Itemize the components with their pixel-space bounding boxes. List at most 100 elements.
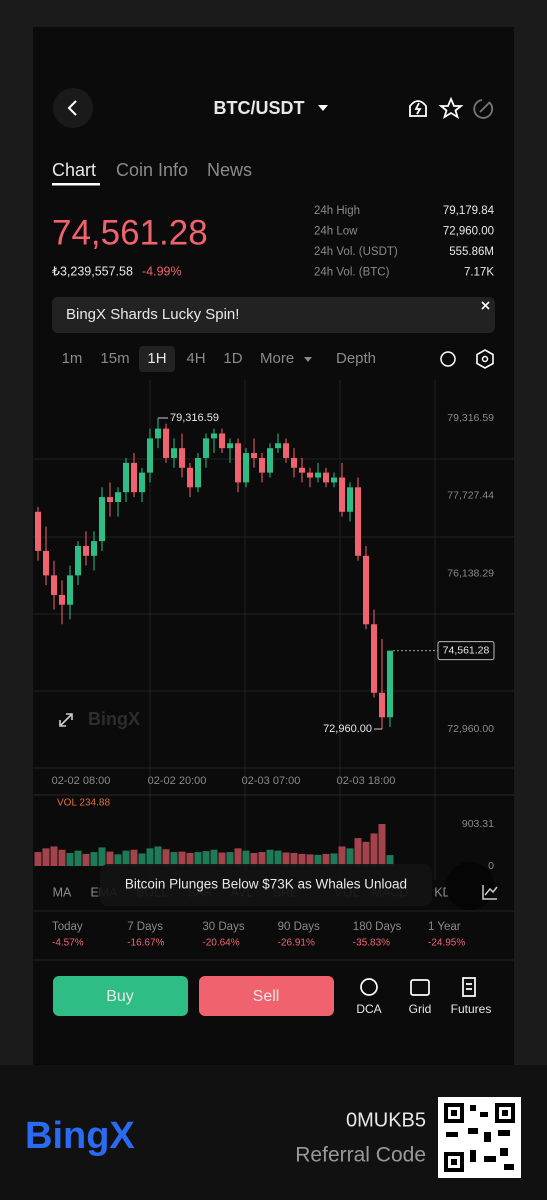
volume-bar xyxy=(42,848,50,866)
favorite-icon[interactable] xyxy=(438,96,464,120)
volume-bar xyxy=(322,853,330,866)
stat-label: 24h Low xyxy=(314,226,358,238)
stat-label: 24h Vol. (USDT) xyxy=(314,246,398,258)
candle-body xyxy=(35,511,41,551)
banner-text[interactable]: BingX Shards Lucky Spin! xyxy=(66,306,239,323)
last-price: 74,561.28 xyxy=(52,213,208,252)
toast-text[interactable]: Bitcoin Plunges Below $73K as Whales Unl… xyxy=(125,877,407,892)
period-label: 1 Year xyxy=(428,921,461,933)
volume-bar xyxy=(218,852,226,866)
volume-bar xyxy=(34,852,42,866)
interval[interactable]: Depth xyxy=(336,350,376,367)
buy-button[interactable] xyxy=(53,976,188,1016)
volume-bar xyxy=(282,852,290,866)
volume-bar xyxy=(50,846,58,866)
interval[interactable]: 1H xyxy=(147,350,166,367)
candle-body xyxy=(219,433,225,449)
price-tick-label: 72,960.00 xyxy=(447,723,494,735)
candle-body xyxy=(315,472,321,478)
candle-body xyxy=(195,457,201,488)
period-change: -35.83% xyxy=(353,938,390,949)
time-label: 02-02 20:00 xyxy=(148,775,207,787)
candle-body xyxy=(227,443,233,449)
indicator-settings-icon[interactable] xyxy=(440,351,456,367)
tool-label[interactable]: DCA xyxy=(356,1002,381,1016)
period-label: 90 Days xyxy=(278,921,320,933)
period-change: -26.91% xyxy=(278,938,315,949)
candle-body xyxy=(139,472,145,493)
interval[interactable]: 15m xyxy=(100,350,129,367)
banner-close[interactable] xyxy=(481,301,490,310)
pair-dropdown[interactable] xyxy=(318,105,328,111)
volume-bar xyxy=(274,850,282,866)
volume-bar xyxy=(338,846,346,866)
candle-body xyxy=(283,443,289,458)
low-label: 72,960.00 xyxy=(323,723,372,735)
price-tick-label: 79,316.59 xyxy=(447,412,494,424)
candle-body xyxy=(235,443,241,483)
tool-label[interactable]: Futures xyxy=(451,1002,492,1016)
candle-body xyxy=(51,575,57,595)
candle-body xyxy=(163,428,169,458)
fiat-price: ₺3,239,557.58 xyxy=(52,264,133,278)
stat-label: 24h Vol. (BTC) xyxy=(314,267,390,279)
volume-bar xyxy=(202,851,210,866)
interval[interactable]: 1D xyxy=(223,350,242,367)
volume-bar xyxy=(258,852,266,866)
back-button[interactable] xyxy=(53,88,93,128)
tab[interactable]: Coin Info xyxy=(116,160,188,180)
referral-code: 0MUKB5 xyxy=(346,1109,426,1131)
period-change: -4.57% xyxy=(52,938,84,949)
last-price-box xyxy=(437,641,495,661)
chart-type-icon[interactable] xyxy=(482,885,498,900)
stat-value: 7.17K xyxy=(464,267,494,279)
interval[interactable]: 4H xyxy=(186,350,205,367)
settings-icon[interactable] xyxy=(476,349,494,369)
volume-bar xyxy=(154,846,162,866)
dca-icon[interactable] xyxy=(360,978,378,996)
fullscreen-icon[interactable] xyxy=(59,713,73,727)
volume-bar xyxy=(58,849,66,866)
volume-bar xyxy=(186,852,194,866)
sell-button[interactable] xyxy=(199,976,334,1016)
tab[interactable]: News xyxy=(207,160,252,180)
share-icon[interactable] xyxy=(473,99,494,119)
indicator[interactable]: MA xyxy=(53,885,72,899)
tool-label[interactable]: Grid xyxy=(409,1002,432,1016)
period-label: 7 Days xyxy=(127,921,163,933)
volume-bar xyxy=(98,847,106,866)
volume-bar xyxy=(250,852,258,866)
buy-label[interactable]: Buy xyxy=(106,988,134,1005)
toast-fab[interactable] xyxy=(446,862,494,910)
volume-bar xyxy=(386,855,394,866)
tab[interactable]: Chart xyxy=(52,160,96,180)
more-dropdown[interactable] xyxy=(304,357,312,362)
performance-row: Today -4.57% 7 Days -16.67% 30 Days -20.64% 90… xyxy=(52,921,465,949)
candle-body xyxy=(355,487,361,556)
time-label: 02-02 08:00 xyxy=(52,775,111,787)
volume-bar xyxy=(82,853,90,866)
candle-body xyxy=(371,624,377,693)
referral-label: Referral Code xyxy=(295,1144,426,1167)
toast[interactable] xyxy=(100,864,432,906)
period-label: 30 Days xyxy=(202,921,244,933)
sell-label[interactable]: Sell xyxy=(253,988,280,1005)
alert-icon[interactable] xyxy=(409,100,427,117)
candle-body xyxy=(91,541,97,556)
interval[interactable]: 1m xyxy=(62,350,83,367)
futures-icon[interactable] xyxy=(462,977,476,997)
volume-bar xyxy=(170,852,178,866)
candle-body xyxy=(379,692,385,718)
volume-bar xyxy=(362,841,370,866)
phone-screen xyxy=(33,27,514,1065)
candle-body xyxy=(147,438,153,473)
candle-body xyxy=(299,467,305,473)
interval[interactable]: More xyxy=(260,350,294,367)
candle-body xyxy=(267,448,273,473)
volume-bar xyxy=(306,854,314,866)
pair-title[interactable]: BTC/USDT xyxy=(214,98,305,118)
qr-code xyxy=(438,1097,521,1178)
grid-icon[interactable] xyxy=(410,979,430,996)
banner[interactable] xyxy=(52,297,495,333)
